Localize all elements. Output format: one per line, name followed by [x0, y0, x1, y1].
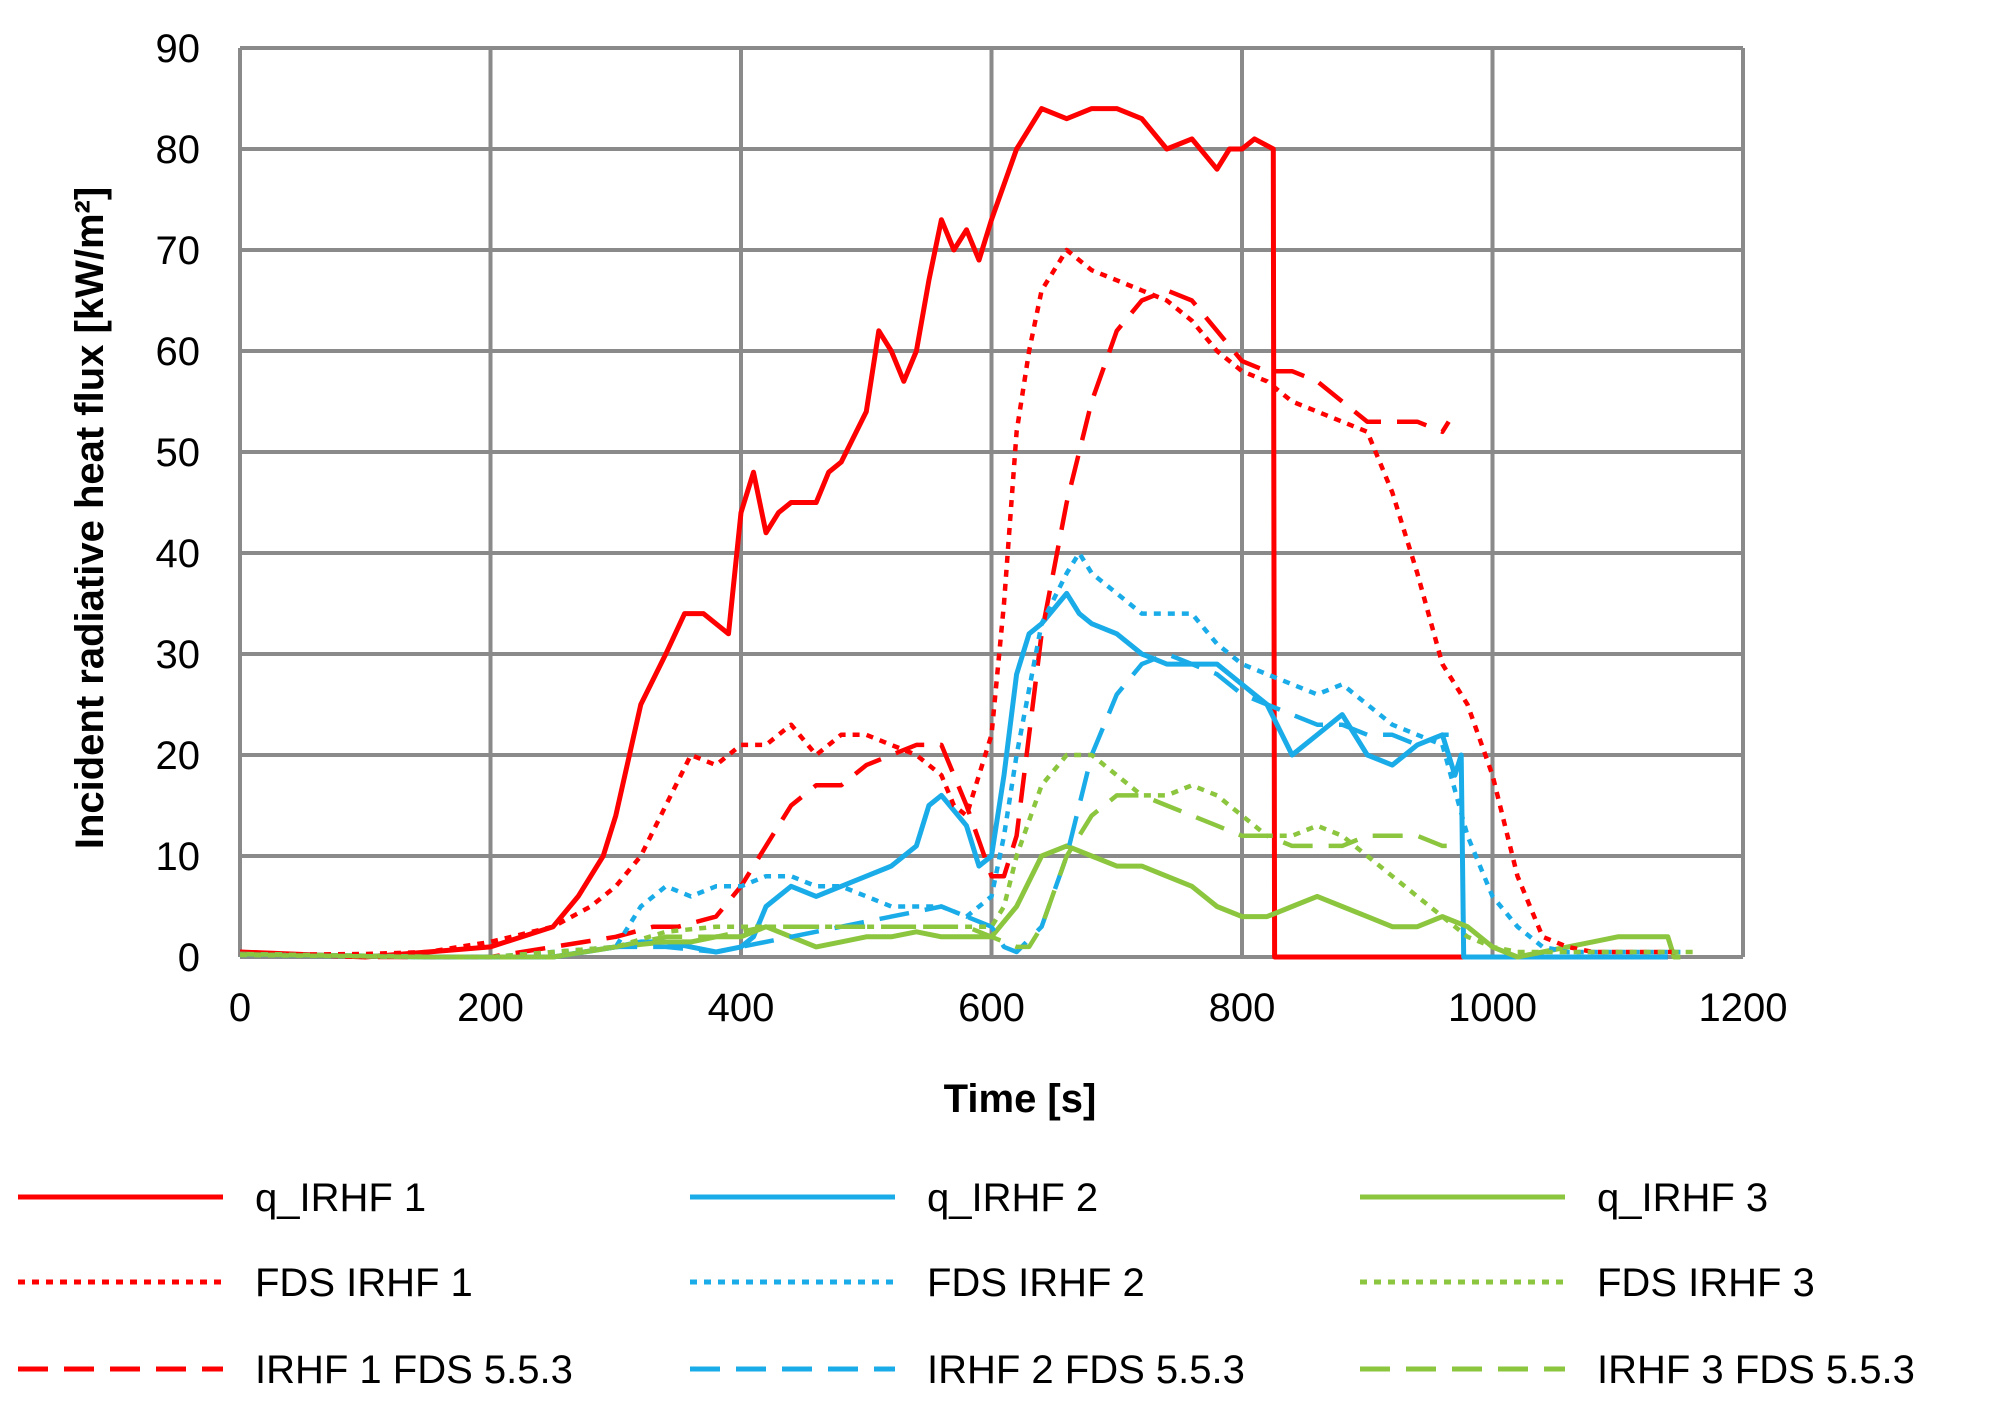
x-tick-label-4: 800 — [1209, 986, 1276, 1030]
legend-label-0: q_IRHF 1 — [255, 1176, 426, 1220]
legend-label-4: FDS IRHF 2 — [927, 1261, 1145, 1305]
legend-label-3: FDS IRHF 1 — [255, 1261, 473, 1305]
series-line-0 — [239, 106, 1668, 960]
y-axis-title: Incident radiative heat flux [kW/m²] — [68, 187, 112, 849]
legend-label-7: IRHF 2 FDS 5.5.3 — [927, 1348, 1245, 1392]
y-tick-label-1: 10 — [156, 835, 201, 879]
series-line-2 — [239, 843, 1681, 960]
y-tick-label-8: 80 — [156, 128, 201, 172]
y-tick-label-6: 60 — [156, 330, 201, 374]
y-tick-label-5: 50 — [156, 431, 201, 475]
tick-labels: 0 200 400 600 800 1000 1200 0 10 20 30 40 50 60 70 80 90 — [156, 27, 1788, 1030]
y-tick-label-3: 30 — [156, 633, 201, 677]
legend-label-1: q_IRHF 2 — [927, 1176, 1098, 1220]
x-tick-label-1: 200 — [457, 986, 524, 1030]
x-tick-label-2: 400 — [708, 986, 775, 1030]
series-line-3 — [239, 247, 1681, 958]
y-tick-label-9: 90 — [156, 27, 201, 71]
y-tick-label-0: 0 — [178, 936, 200, 980]
y-tick-label-4: 40 — [156, 532, 201, 576]
legend-label-5: FDS IRHF 3 — [1597, 1261, 1815, 1305]
series-line-4 — [239, 550, 1681, 960]
series-line-8 — [239, 793, 1449, 960]
legend: q_IRHF 1 q_IRHF 2 q_IRHF 3 FDS IRHF 1 FDS IR… — [18, 1176, 1915, 1392]
legend-label-8: IRHF 3 FDS 5.5.3 — [1597, 1348, 1915, 1392]
x-tick-label-6: 1200 — [1699, 986, 1788, 1030]
series-line-7 — [239, 651, 1449, 960]
legend-label-6: IRHF 1 FDS 5.5.3 — [255, 1348, 573, 1392]
series-line-6 — [239, 288, 1451, 960]
x-tick-label-3: 600 — [958, 986, 1025, 1030]
plot-series — [239, 106, 1693, 960]
grid — [238, 46, 1745, 959]
x-tick-label-0: 0 — [229, 986, 251, 1030]
legend-label-2: q_IRHF 3 — [1597, 1176, 1768, 1220]
series-line-5 — [239, 752, 1693, 960]
y-tick-label-2: 20 — [156, 734, 201, 778]
x-axis-title: Time [s] — [944, 1077, 1097, 1121]
x-tick-label-5: 1000 — [1448, 986, 1537, 1030]
y-tick-label-7: 70 — [156, 229, 201, 273]
series-line-1 — [239, 590, 1668, 960]
